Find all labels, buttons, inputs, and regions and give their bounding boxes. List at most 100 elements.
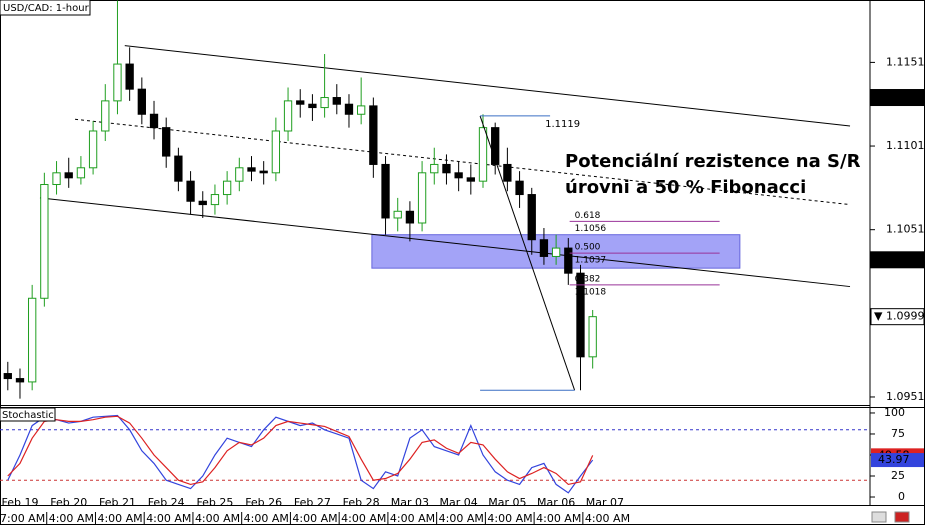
y-tick-label: 1.1151 xyxy=(886,55,925,68)
candle-body xyxy=(283,100,293,132)
fib-ratio: 0.618 xyxy=(575,211,601,221)
value-marker xyxy=(871,453,924,468)
y-tick-label: 75 xyxy=(891,427,905,440)
fib-price: 1.1037 xyxy=(575,256,607,266)
fib-ratio: 0.500 xyxy=(575,243,601,253)
candle-body xyxy=(259,170,268,174)
x-tick-label: Feb 26 xyxy=(245,496,282,509)
x-tick-time: 4:00 AM xyxy=(146,512,191,525)
annotation: Potenciální rezistence na S/R xyxy=(565,151,861,172)
candle-body xyxy=(417,172,427,224)
price-marker-label: 1.1033 xyxy=(874,253,913,266)
x-tick-label: Mar 05 xyxy=(488,496,526,509)
candle-body xyxy=(296,100,305,105)
candle-body xyxy=(478,127,488,182)
candle-body xyxy=(40,184,49,299)
candle-body xyxy=(222,180,232,196)
candle-body xyxy=(320,97,329,109)
x-tick-label: Feb 28 xyxy=(343,496,380,509)
x-tick-label: Mar 04 xyxy=(440,496,478,509)
candle-body xyxy=(3,373,12,380)
candle-body xyxy=(137,88,146,115)
candle-body xyxy=(539,239,549,257)
price-marker xyxy=(870,89,925,107)
candle-body xyxy=(235,167,244,182)
candle-body xyxy=(442,163,451,174)
candle-body xyxy=(52,172,61,186)
fib-price: 1.1056 xyxy=(575,224,607,234)
fib-swing xyxy=(479,115,576,391)
candle-body xyxy=(515,180,524,196)
x-tick-time: 4:00 AM xyxy=(585,512,630,525)
title-box xyxy=(0,0,91,16)
candle-body xyxy=(564,247,573,274)
x-tick-label: Mar 03 xyxy=(391,496,429,509)
y-tick-label: 1.1101 xyxy=(886,139,925,152)
x-tick-time: 4:00 AM xyxy=(487,512,532,525)
candle-body xyxy=(101,100,110,132)
candle-body xyxy=(308,103,317,109)
fib-high-label: 1.1119 xyxy=(545,119,580,130)
candle-body xyxy=(588,316,597,358)
x-tick-time: 4:00 AM xyxy=(341,512,386,525)
candle-body xyxy=(466,177,475,182)
x-tick-label: Feb 24 xyxy=(148,496,185,509)
stochastic-panel xyxy=(0,414,870,494)
candle-body xyxy=(88,130,98,169)
panel-title: Stochastic xyxy=(2,410,54,421)
candle-body xyxy=(125,63,134,90)
x-tick-label: Feb 27 xyxy=(294,496,331,509)
price-panel: 1.1119 0.618 1.1056 0.500 1.1037 0.382 1.1018 xyxy=(3,0,851,399)
y-tick-label: 1.1051 xyxy=(886,223,925,236)
x-tick-time: 4:00 AM xyxy=(244,512,289,525)
trendline xyxy=(124,45,851,127)
candle-body xyxy=(576,272,585,358)
candle-body xyxy=(64,172,73,179)
x-tick-label: Feb 25 xyxy=(196,496,233,509)
x-tick-time: 4:00 AM xyxy=(390,512,435,525)
price-marker xyxy=(870,251,925,269)
price-marker-label: 1.1130 xyxy=(874,91,913,104)
value-marker-label: 43.97 xyxy=(878,453,910,466)
candle-body xyxy=(393,210,402,219)
stochastic-line xyxy=(7,415,594,486)
annotation: úrovni a 50 % Fibonacci xyxy=(565,177,806,198)
candle-body xyxy=(174,155,183,182)
x-tick-label: Feb 21 xyxy=(99,496,136,509)
close-button[interactable] xyxy=(894,511,910,523)
y-tick-label: 0 xyxy=(898,490,905,503)
x-tick-time: 4:00 AM xyxy=(49,512,94,525)
stochastic-line xyxy=(7,414,594,494)
candle-body xyxy=(210,194,220,206)
candle-body xyxy=(28,297,37,383)
title-box xyxy=(0,407,56,422)
candle-body xyxy=(186,180,195,202)
price-marker-label: ▼ 1.0999 xyxy=(874,310,924,323)
candle-body xyxy=(381,163,390,219)
x-tick-time: 4:00 AM xyxy=(195,512,240,525)
y-tick-label: 25 xyxy=(891,469,905,482)
candle-body xyxy=(503,163,512,182)
price-marker xyxy=(870,308,925,326)
x-tick-label: Feb 19 xyxy=(1,496,38,509)
x-tick-time: 7:00 AM xyxy=(0,512,45,525)
candle-body xyxy=(551,247,561,257)
scroll-button[interactable] xyxy=(871,511,887,523)
x-tick-time: 4:00 AM xyxy=(97,512,142,525)
candle-body xyxy=(149,113,159,129)
candle-body xyxy=(454,172,463,179)
candle-body xyxy=(527,194,536,241)
candle-body xyxy=(162,127,171,157)
fib-ratio: 0.382 xyxy=(575,274,601,284)
chart-title: USD/CAD: 1-hour xyxy=(3,3,90,14)
x-tick-label: Feb 20 xyxy=(50,496,87,509)
trendline xyxy=(75,118,851,206)
x-tick-time: 4:00 AM xyxy=(292,512,337,525)
y-tick-label: 1.0951 xyxy=(886,390,925,403)
trendline xyxy=(39,197,851,288)
candle-body xyxy=(247,167,256,172)
x-tick-label: Mar 07 xyxy=(586,496,624,509)
